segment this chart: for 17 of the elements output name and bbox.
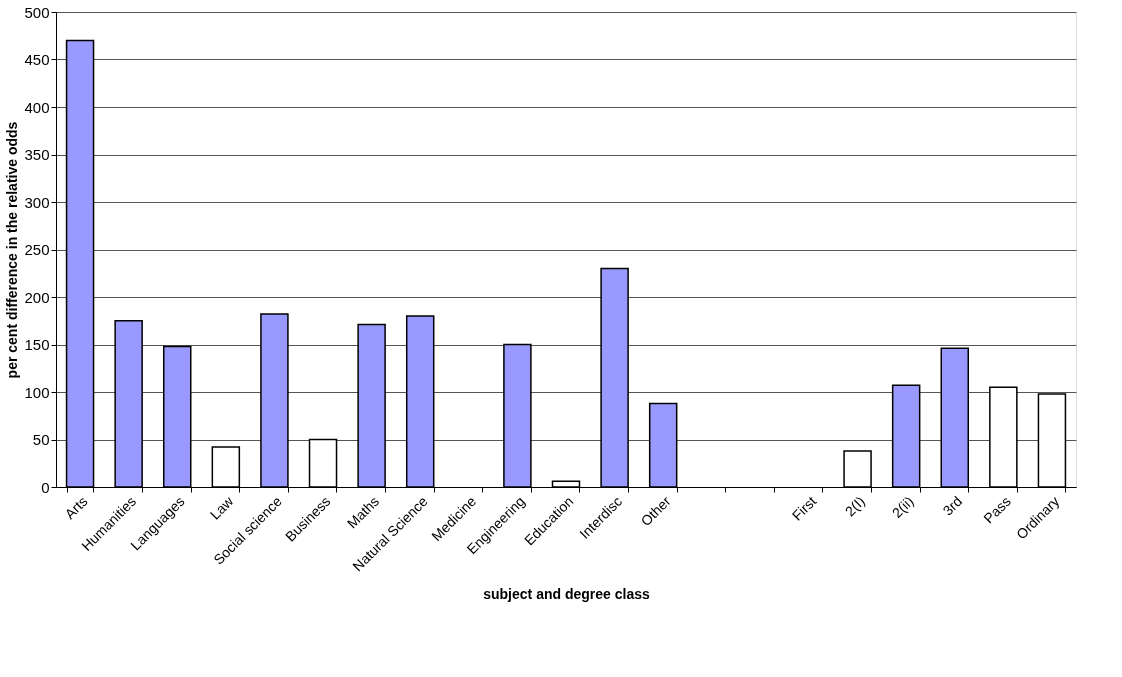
y-tick-label: 50: [32, 431, 50, 448]
x-tick-label: 2(I): [841, 493, 868, 520]
y-tick-label: 500: [24, 3, 50, 21]
y-tick-label: 300: [24, 193, 50, 211]
y-tick-label: 150: [24, 336, 50, 353]
y-tick-label: 100: [24, 383, 50, 401]
y-tick-label: 250: [24, 241, 50, 258]
y-tick-label: 200: [24, 288, 50, 306]
x-tick-label: Law: [206, 492, 237, 523]
y-tick-label: 0: [41, 478, 50, 496]
y-tick-label: 400: [24, 98, 50, 116]
y-tick-label: 450: [24, 51, 50, 68]
y-tick-label: 350: [24, 146, 50, 163]
x-axis-title: subject and degree class: [483, 586, 650, 603]
y-axis-title: per cent difference in the relative odds: [4, 121, 21, 379]
x-tick-label: 3rd: [939, 493, 966, 519]
x-tick-label: 2(ii): [888, 493, 917, 521]
